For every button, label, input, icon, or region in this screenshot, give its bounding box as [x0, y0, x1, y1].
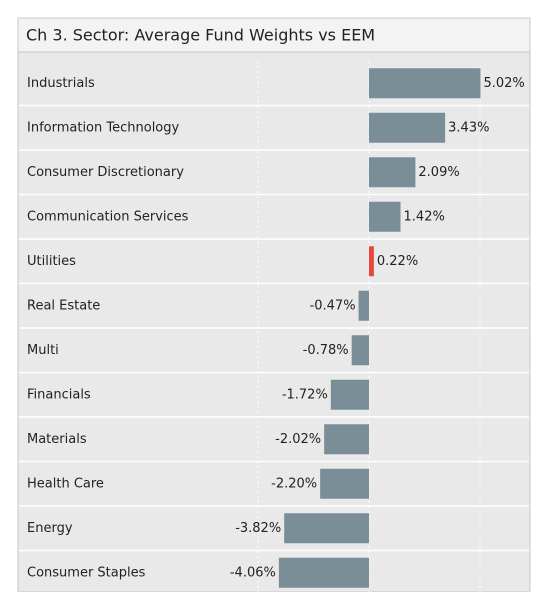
value-label: -0.78% — [303, 343, 349, 358]
bar — [278, 557, 369, 588]
bar — [324, 424, 369, 455]
category-label: Communication Services — [27, 209, 189, 224]
bar — [369, 246, 374, 277]
bar — [330, 379, 369, 410]
category-label: Multi — [27, 343, 59, 358]
category-label: Energy — [27, 521, 73, 536]
title-bar — [17, 17, 531, 53]
chart-title: Ch 3. Sector: Average Fund Weights vs EE… — [26, 26, 375, 45]
category-label: Real Estate — [27, 298, 100, 313]
category-label: Materials — [27, 432, 87, 447]
category-label: Consumer Discretionary — [27, 165, 184, 180]
category-label: Utilities — [27, 254, 76, 269]
bar — [369, 112, 446, 143]
value-label: 2.09% — [418, 165, 459, 180]
value-label: -3.82% — [235, 521, 281, 536]
value-label: 0.22% — [377, 254, 418, 269]
value-label: 5.02% — [483, 76, 524, 91]
value-label: -2.20% — [271, 476, 317, 491]
value-label: 3.43% — [448, 120, 489, 135]
category-label: Health Care — [27, 476, 104, 491]
bar — [369, 68, 481, 99]
value-label: -2.02% — [275, 432, 321, 447]
value-label: -1.72% — [282, 387, 328, 402]
category-label: Information Technology — [27, 120, 180, 135]
category-label: Consumer Staples — [27, 565, 146, 580]
bar — [369, 201, 401, 232]
value-label: -4.06% — [230, 565, 276, 580]
category-label: Financials — [27, 387, 91, 402]
value-label: -0.47% — [310, 298, 356, 313]
bar — [284, 513, 369, 544]
bar — [351, 335, 369, 366]
bar — [369, 157, 416, 188]
category-label: Industrials — [27, 76, 95, 91]
bar — [320, 468, 369, 499]
value-label: 1.42% — [404, 209, 445, 224]
bar — [358, 290, 369, 321]
